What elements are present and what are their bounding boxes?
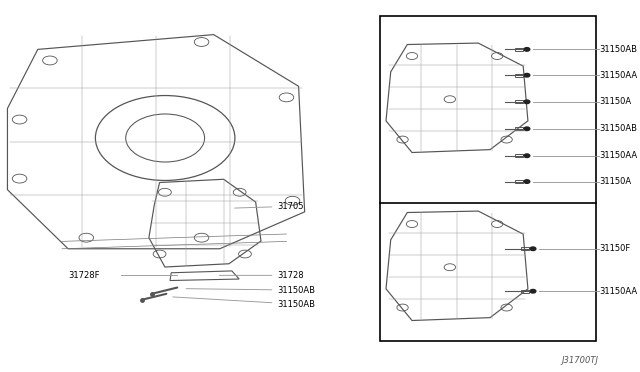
Circle shape (530, 289, 536, 293)
Bar (515, 100, 523, 103)
Text: 31150AA: 31150AA (599, 287, 637, 296)
Text: 31705: 31705 (235, 202, 304, 211)
Text: 31150AB: 31150AB (599, 45, 637, 54)
Bar (522, 290, 529, 292)
Text: 31150AB: 31150AB (173, 297, 316, 309)
Bar (515, 154, 523, 157)
Text: 31150A: 31150A (599, 97, 631, 106)
Text: 31728F: 31728F (68, 271, 100, 280)
Bar (515, 180, 523, 183)
Circle shape (524, 73, 530, 77)
Text: 31150AB: 31150AB (599, 124, 637, 133)
Circle shape (524, 127, 530, 131)
Bar (515, 128, 523, 130)
Bar (515, 74, 523, 77)
Circle shape (524, 154, 530, 157)
Circle shape (524, 48, 530, 51)
Circle shape (524, 100, 530, 103)
Text: 31728: 31728 (220, 271, 304, 280)
Text: 31150AB: 31150AB (186, 286, 316, 295)
Bar (522, 247, 529, 250)
Text: 31150F: 31150F (599, 244, 630, 253)
Bar (380, 16, 596, 341)
Circle shape (530, 247, 536, 250)
Bar (515, 48, 523, 51)
Text: 31150A: 31150A (599, 177, 631, 186)
Circle shape (524, 180, 530, 183)
Text: 31150AA: 31150AA (599, 71, 637, 80)
Text: 31150AA: 31150AA (599, 151, 637, 160)
Text: J31700TJ: J31700TJ (562, 356, 599, 365)
